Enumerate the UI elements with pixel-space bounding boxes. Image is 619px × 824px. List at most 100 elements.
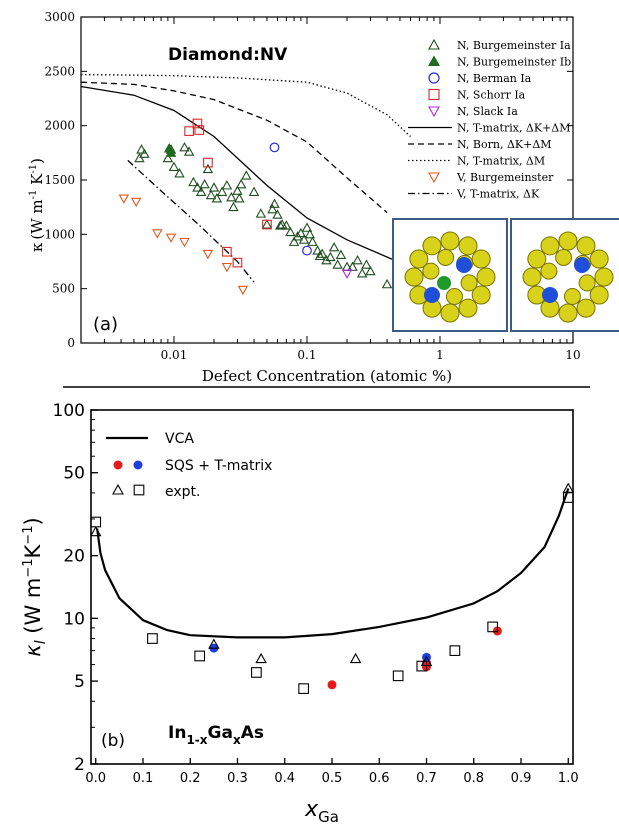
data-point [192, 118, 203, 129]
legend-marker [428, 172, 440, 184]
carbon-atom [558, 231, 578, 251]
xlabel-x: x [304, 797, 319, 822]
ann-as: As [241, 723, 264, 743]
data-point [211, 193, 223, 203]
data-point [184, 126, 194, 136]
data-point [304, 228, 316, 239]
carbon-atom [422, 236, 442, 256]
vca-curve [96, 488, 570, 639]
data-point [269, 142, 280, 153]
legend-label: N, Schorr Ia [457, 89, 526, 102]
carbon-atom [471, 249, 491, 269]
x-tick-label: 0.01 [161, 348, 188, 362]
ylabel-units: (W m [28, 199, 46, 239]
y-tick-label: 2500 [44, 64, 75, 78]
carbon-atom [440, 303, 460, 323]
ann-in: In [168, 723, 186, 743]
ylabel-kappa-l: κ [21, 644, 45, 657]
data-point [352, 254, 363, 265]
ylabel-kappa: κ [28, 242, 46, 252]
panel-b-ylabel: κl (W m−1K−1) [21, 517, 49, 656]
ylabel-k-b: K [21, 543, 45, 558]
carbon-atom [589, 285, 609, 305]
y-tick-label: 5 [74, 672, 85, 692]
legend-label: N, T-matrix, ΔM [457, 155, 545, 168]
carbon-atom [409, 249, 429, 269]
x-tick-label: 1.0 [558, 771, 579, 786]
data-point [248, 186, 260, 196]
data-point [301, 222, 313, 232]
data-point [288, 236, 300, 246]
x-tick-label: 0.4 [274, 771, 295, 786]
data-point [262, 219, 272, 230]
legend-marker [428, 88, 440, 101]
panel-b-xlabel: xGa [304, 797, 339, 824]
legend-label: N, T-matrix, ΔK+ΔM [457, 122, 571, 135]
legend-marker-expt-sq [133, 484, 145, 496]
panel-b-frame [90, 409, 574, 765]
y-tick-label: 50 [63, 464, 85, 484]
ann-sub-2: x [233, 733, 241, 747]
data-point [228, 201, 239, 212]
x-tick-label: 0.9 [511, 771, 532, 786]
data-point [194, 125, 205, 135]
ann-sub-1: 1-x [186, 733, 207, 747]
carbon-atom [445, 288, 463, 306]
y-tick-label: 1500 [44, 173, 75, 187]
x-tick-label: 0.7 [416, 771, 437, 786]
data-point [255, 208, 267, 218]
data-point [192, 182, 203, 192]
data-point [194, 650, 206, 662]
data-point [307, 236, 318, 246]
data-point [202, 163, 214, 174]
xlabel-sub-ga: Ga [318, 808, 339, 824]
data-point [298, 234, 310, 244]
data-point [292, 231, 303, 241]
legend-marker [428, 55, 440, 67]
data-point [232, 185, 243, 195]
data-point [195, 186, 207, 196]
data-point [221, 262, 233, 273]
panel-a-legend: N, Burgemeinster Ia N, Burgemeinster Ib N,… [408, 38, 571, 201]
ylabel-exp-b1: −1 [21, 558, 36, 577]
ylabel-sub-l: l [33, 640, 49, 644]
data-point [165, 147, 177, 157]
data-point [188, 176, 199, 187]
data-point [130, 197, 142, 208]
y-tick-label: 100 [53, 401, 85, 421]
panel-a-insets [392, 218, 619, 332]
data-point [272, 209, 283, 219]
data-point [281, 220, 292, 230]
carbon-atom [471, 285, 491, 305]
data-point [118, 194, 130, 204]
x-tick-label: 0.5 [322, 771, 343, 786]
data-point [327, 680, 337, 690]
data-point [285, 226, 296, 237]
data-point [269, 198, 280, 208]
legend-marker [428, 106, 440, 118]
legend-label: V, Burgemeinster [456, 171, 554, 184]
x-tick-label: 0.0 [85, 771, 106, 786]
data-point [237, 285, 249, 296]
legend-label: N, Burgemeinster Ib [457, 56, 571, 69]
panel-b-lines [96, 488, 570, 639]
ylabel-k: K [28, 173, 46, 190]
panel-b-label: (b) [101, 731, 125, 751]
ylabel-close-b: ) [21, 517, 45, 525]
legend-label: N, Burgemeinster Ia [457, 39, 571, 52]
ylabel-exp-2: -1 [28, 164, 39, 174]
legend-marker [428, 38, 440, 50]
data-point [312, 245, 323, 255]
panel-a-model-lines [80, 73, 441, 283]
y-tick-label: 1000 [44, 227, 75, 241]
carbon-atom [563, 288, 581, 306]
data-point [365, 265, 376, 276]
legend-label: N, Born, ΔK+ΔM [457, 138, 552, 151]
model-line [80, 73, 411, 137]
ylabel-units-b: (W m [21, 578, 45, 641]
carbon-atom [422, 262, 440, 280]
carbon-atom [594, 267, 614, 287]
panel-b-data-points [89, 482, 575, 694]
x-tick-label: 0.3 [227, 771, 248, 786]
